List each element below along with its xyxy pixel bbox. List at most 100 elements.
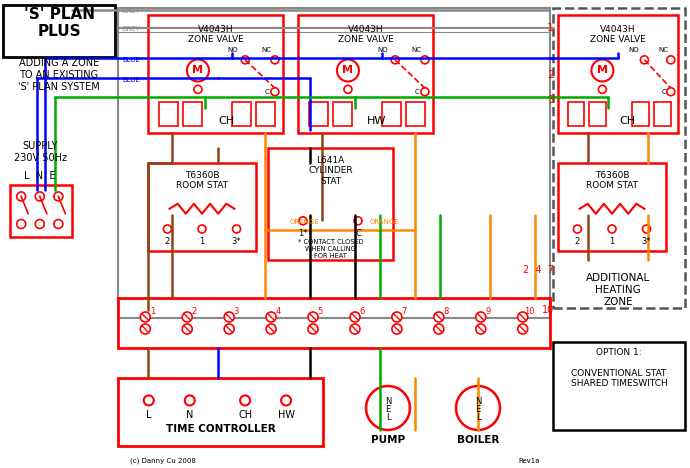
Text: OPTION 1:

CONVENTIONAL STAT
SHARED TIMESWITCH: OPTION 1: CONVENTIONAL STAT SHARED TIMES… (571, 348, 667, 388)
Text: CH: CH (218, 116, 235, 126)
Text: ADDING A ZONE
TO AN EXISTING
'S' PLAN SYSTEM: ADDING A ZONE TO AN EXISTING 'S' PLAN SY… (18, 58, 100, 92)
Circle shape (17, 192, 26, 201)
Circle shape (344, 85, 352, 93)
Circle shape (182, 324, 193, 334)
Circle shape (271, 88, 279, 95)
Text: L: L (475, 412, 480, 422)
Circle shape (308, 324, 318, 334)
Circle shape (182, 312, 193, 322)
Text: T6360B
ROOM STAT: T6360B ROOM STAT (586, 171, 638, 190)
Text: 9: 9 (485, 307, 491, 316)
Bar (118, 378, 323, 446)
Text: E: E (386, 404, 391, 414)
Circle shape (366, 386, 410, 430)
Text: M: M (342, 66, 353, 75)
Bar (232, 102, 250, 126)
Circle shape (354, 217, 362, 225)
Circle shape (144, 395, 154, 405)
Text: T6360B
ROOM STAT: T6360B ROOM STAT (176, 171, 228, 190)
Text: C: C (264, 89, 269, 95)
Bar (118, 298, 550, 348)
Circle shape (35, 219, 44, 228)
Circle shape (140, 312, 150, 322)
Text: C: C (661, 89, 666, 95)
Circle shape (667, 88, 675, 95)
Bar (633, 102, 649, 126)
Text: 2  4  7: 2 4 7 (523, 265, 554, 275)
Text: 10: 10 (524, 307, 535, 316)
Bar (558, 15, 678, 133)
Text: L: L (386, 412, 391, 422)
Text: 10: 10 (542, 305, 554, 315)
Text: 7: 7 (401, 307, 406, 316)
Text: NO: NO (629, 47, 639, 53)
Text: E: E (475, 404, 481, 414)
Text: C: C (355, 229, 361, 238)
Text: ORANGE: ORANGE (290, 219, 319, 225)
Circle shape (518, 324, 528, 334)
Bar (3, 5, 115, 57)
Circle shape (35, 192, 44, 201)
Circle shape (266, 312, 276, 322)
Text: ADDITIONAL
HEATING
ZONE: ADDITIONAL HEATING ZONE (586, 273, 650, 307)
Circle shape (591, 59, 613, 81)
Text: BLUE: BLUE (122, 77, 140, 83)
Text: 2: 2 (575, 237, 580, 246)
Text: 8: 8 (443, 307, 448, 316)
Text: M: M (193, 66, 204, 75)
Circle shape (308, 312, 318, 322)
Bar (589, 102, 606, 126)
Bar (309, 102, 328, 126)
Circle shape (164, 225, 171, 233)
Circle shape (476, 312, 486, 322)
Text: NC: NC (658, 47, 669, 53)
Text: M: M (597, 66, 608, 75)
Text: TIME CONTROLLER: TIME CONTROLLER (166, 424, 275, 434)
Text: 1*: 1* (298, 229, 308, 238)
Circle shape (337, 59, 359, 81)
Text: 6: 6 (359, 307, 364, 316)
Circle shape (54, 192, 63, 201)
Circle shape (667, 56, 675, 64)
Circle shape (266, 324, 276, 334)
Bar (183, 102, 202, 126)
Bar (148, 15, 283, 133)
Text: 3*: 3* (642, 237, 651, 246)
Text: N: N (186, 410, 193, 420)
Bar (553, 8, 685, 308)
Bar (333, 102, 352, 126)
Bar (148, 163, 256, 251)
Text: 1: 1 (609, 237, 615, 246)
Text: 1: 1 (547, 23, 554, 33)
Text: 3: 3 (233, 307, 239, 316)
Text: SUPPLY
230V 50Hz: SUPPLY 230V 50Hz (14, 141, 66, 163)
Circle shape (456, 386, 500, 430)
Circle shape (640, 56, 649, 64)
Text: GREY: GREY (122, 26, 141, 32)
Bar (406, 102, 425, 126)
Circle shape (392, 312, 402, 322)
Text: 1: 1 (150, 307, 155, 316)
Text: PUMP: PUMP (371, 435, 405, 445)
Bar (268, 148, 393, 260)
Bar (553, 342, 685, 430)
Text: BLUE: BLUE (122, 57, 140, 63)
Bar (118, 8, 550, 318)
Text: CH: CH (620, 116, 635, 126)
Text: CH: CH (238, 410, 252, 420)
Circle shape (391, 56, 400, 64)
Bar (159, 102, 178, 126)
Bar (558, 163, 666, 251)
Circle shape (271, 56, 279, 64)
Circle shape (187, 59, 209, 81)
Text: V4043H
ZONE VALVE: V4043H ZONE VALVE (188, 25, 244, 44)
Circle shape (350, 324, 360, 334)
Text: 2: 2 (192, 307, 197, 316)
Text: NO: NO (228, 47, 238, 53)
Circle shape (198, 225, 206, 233)
Circle shape (518, 312, 528, 322)
Circle shape (573, 225, 582, 233)
Text: 1: 1 (199, 237, 205, 246)
Text: Rev1a: Rev1a (518, 458, 540, 464)
Circle shape (476, 324, 486, 334)
